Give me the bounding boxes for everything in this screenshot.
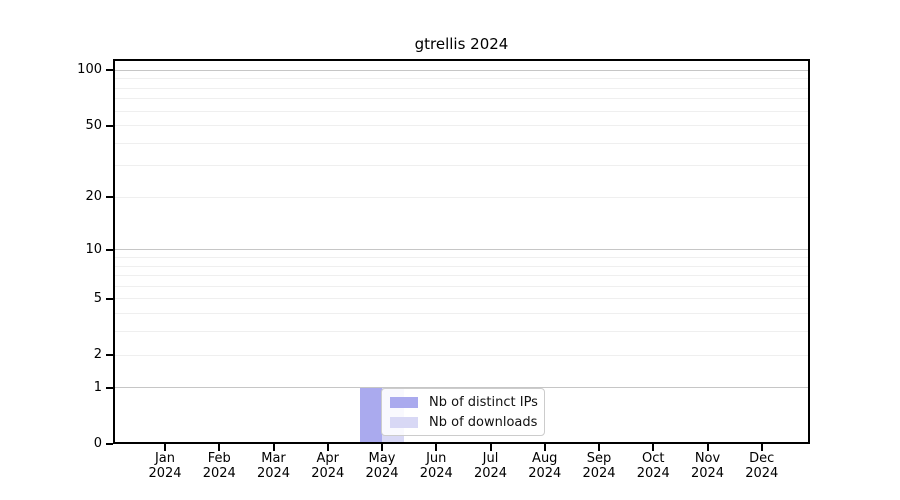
minor-gridline (115, 313, 808, 315)
legend-item-downloads: Nb of downloads (382, 415, 544, 430)
x-axis-tick-label: Jan 2024 (148, 451, 182, 481)
x-axis-tick-label: Apr 2024 (311, 451, 345, 481)
major-gridline (115, 387, 808, 389)
legend-swatch-downloads (390, 416, 418, 428)
y-axis-tick (106, 443, 113, 445)
minor-gridline (115, 265, 808, 267)
y-axis-tick (106, 354, 113, 357)
major-gridline (115, 249, 808, 251)
minor-gridline (115, 298, 808, 300)
x-axis-tick-label: Feb 2024 (202, 451, 236, 481)
y-axis-tick-label: 1 (93, 379, 102, 395)
x-axis-tick-label: Dec 2024 (745, 451, 779, 481)
minor-gridline (115, 165, 808, 167)
y-axis-tick (106, 124, 113, 127)
legend-label-downloads: Nb of downloads (429, 414, 538, 430)
x-axis-tick (652, 444, 655, 451)
x-axis-tick-label: Oct 2024 (636, 451, 670, 481)
legend: Nb of distinct IPs Nb of downloads (381, 388, 545, 436)
y-axis-tick-label: 50 (85, 117, 102, 133)
x-axis-tick-label: Jul 2024 (473, 451, 508, 481)
y-axis-tick-label: 0 (93, 436, 102, 451)
minor-gridline (115, 331, 808, 333)
major-gridline (115, 69, 808, 71)
x-axis-tick (218, 444, 221, 451)
x-axis-tick (164, 444, 166, 451)
legend-item-distinct-ips: Nb of distinct IPs (382, 395, 544, 410)
x-axis-tick-label: Jun 2024 (419, 451, 453, 481)
x-axis-tick (381, 444, 383, 451)
x-axis-tick (543, 444, 546, 451)
x-axis-tick-label: Sep 2024 (582, 451, 616, 481)
x-axis-tick (760, 444, 763, 451)
minor-gridline (115, 87, 808, 89)
plot-area (113, 59, 810, 444)
minor-gridline (115, 125, 808, 127)
minor-gridline (115, 110, 808, 112)
y-axis-tick (106, 297, 113, 300)
x-axis-tick-label: May 2024 (365, 451, 399, 481)
minor-gridline (115, 257, 808, 258)
y-axis-tick (106, 196, 113, 199)
x-axis-tick (489, 444, 492, 451)
y-axis-tick (106, 386, 113, 389)
minor-gridline (115, 78, 808, 80)
y-axis-tick-label: 10 (85, 241, 102, 257)
y-axis-tick-label: 100 (77, 62, 102, 78)
x-axis-tick (435, 444, 438, 451)
minor-gridline (115, 285, 808, 287)
x-axis-tick-label: Nov 2024 (690, 451, 725, 481)
y-axis-tick-label: 5 (93, 290, 102, 306)
chart-title: gtrellis 2024 (414, 35, 509, 53)
x-axis-tick-label: Mar 2024 (256, 451, 291, 481)
minor-gridline (115, 275, 808, 277)
y-axis-tick-label: 2 (93, 347, 102, 363)
legend-swatch-distinct-ips (390, 396, 418, 408)
x-axis-tick (706, 444, 709, 451)
y-axis-tick-label: 20 (85, 189, 102, 205)
minor-gridline (115, 98, 808, 100)
x-axis-tick (326, 444, 329, 451)
bar-nb-of-distinct-ips-may (360, 387, 382, 443)
y-axis-tick (106, 69, 113, 72)
x-axis-tick-label: Aug 2024 (528, 451, 562, 481)
minor-gridline (115, 196, 808, 198)
minor-gridline (115, 354, 808, 356)
x-axis-tick (272, 444, 275, 451)
legend-label-distinct-ips: Nb of distinct IPs (429, 394, 538, 410)
x-axis-tick (598, 444, 600, 451)
minor-gridline (115, 142, 808, 144)
y-axis-tick (106, 248, 113, 251)
